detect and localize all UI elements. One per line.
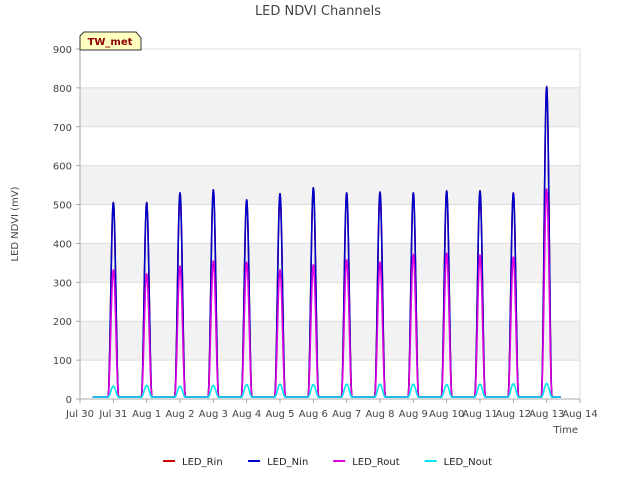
x-tick-label: Aug 9 <box>399 409 428 420</box>
x-tick-label: Aug 4 <box>232 409 261 420</box>
axes: 0 100 200 300 400 500 600 700 800 900 Jul 30 Jul 31… <box>53 45 598 420</box>
x-tick-label: Aug 1 <box>132 409 161 420</box>
y-tick-label: 500 <box>53 201 72 212</box>
x-tick-label: Aug 7 <box>332 409 361 420</box>
grid <box>80 48 581 400</box>
legend-label-led-nin: LED_Nin <box>267 457 308 468</box>
plot-band <box>80 165 580 205</box>
y-tick-label: 200 <box>53 317 72 328</box>
x-tick-label: Aug 11 <box>462 409 497 420</box>
x-tick-label: Aug 6 <box>299 409 328 420</box>
plot-band <box>80 321 580 361</box>
plot-band <box>80 243 580 283</box>
y-tick-label: 400 <box>53 239 72 250</box>
legend: LED_Rin LED_Nin LED_Rout LED_Nout <box>163 457 492 468</box>
x-tick-label: Aug 13 <box>529 409 564 420</box>
x-axis-label: Time <box>553 425 578 436</box>
plot-band <box>80 87 580 127</box>
y-tick-label: 300 <box>53 278 72 289</box>
y-tick-label: 900 <box>53 45 72 56</box>
x-tick-label: Aug 5 <box>265 409 294 420</box>
y-tick-label: 100 <box>53 356 72 367</box>
x-tick-label: Jul 31 <box>98 409 127 420</box>
plot-area <box>80 49 580 399</box>
y-tick-label: 800 <box>53 84 72 95</box>
badge-label: TW_met <box>88 37 133 48</box>
x-tick-label: Aug 8 <box>365 409 394 420</box>
x-tick-label: Aug 12 <box>496 409 531 420</box>
x-tick-label: Aug 10 <box>429 409 464 420</box>
x-tick-label: Jul 30 <box>65 409 94 420</box>
legend-label-led-nout: LED_Nout <box>444 457 493 468</box>
tw-met-badge: TW_met <box>79 31 142 51</box>
y-tick-label: 0 <box>66 395 72 406</box>
y-tick-label: 600 <box>53 162 72 173</box>
chart-title: LED NDVI Channels <box>255 4 381 19</box>
y-axis-label: LED NDVI (mV) <box>10 186 21 261</box>
legend-label-led-rout: LED_Rout <box>352 457 400 468</box>
y-tick-label: 700 <box>53 123 72 134</box>
x-tick-label: Aug 3 <box>199 409 228 420</box>
x-tick-label: Aug 2 <box>165 409 194 420</box>
legend-label-led-rin: LED_Rin <box>182 457 223 468</box>
series-line-led-nout <box>92 382 562 398</box>
x-tick-label: Aug 14 <box>562 409 597 420</box>
series-lines <box>92 85 562 398</box>
badge-box <box>79 31 142 51</box>
